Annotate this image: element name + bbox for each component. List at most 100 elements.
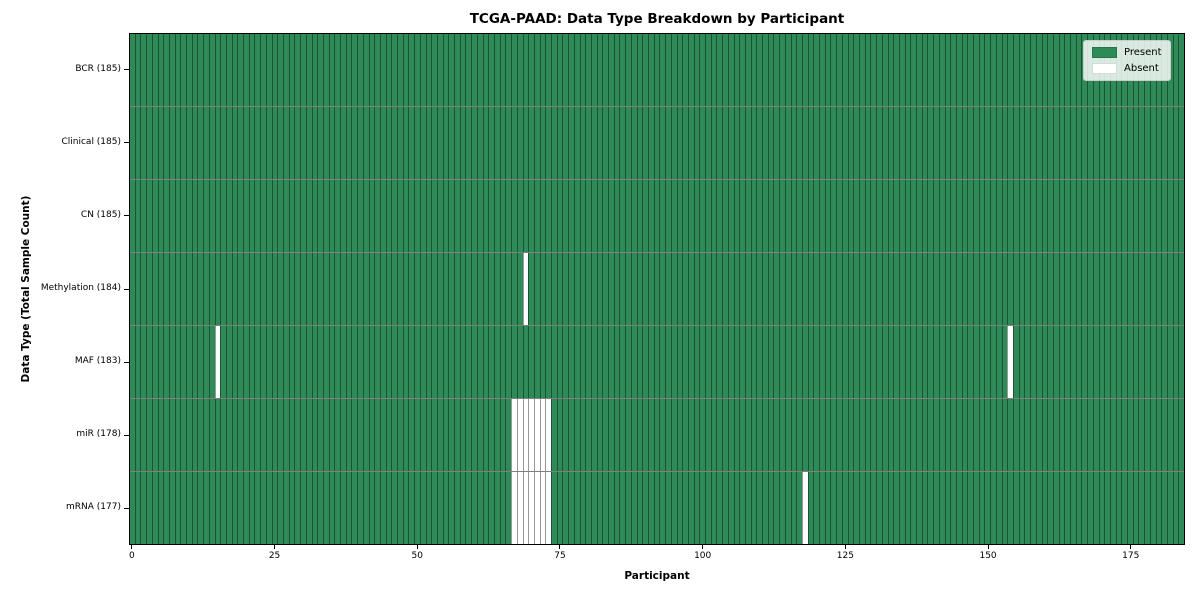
- participant-cell: [1144, 399, 1150, 471]
- participant-cell: [779, 34, 785, 106]
- participant-cell: [819, 326, 825, 398]
- participant-cell: [368, 107, 375, 179]
- participant-cell: [716, 253, 723, 325]
- participant-cell: [140, 107, 147, 179]
- participant-cell: [368, 253, 375, 325]
- participant-cell: [1104, 472, 1110, 544]
- participant-cell: [328, 326, 335, 398]
- participant-cell: [528, 472, 534, 544]
- participant-cell: [442, 399, 449, 471]
- participant-cell: [368, 180, 375, 252]
- participant-cell: [511, 180, 517, 252]
- participant-cell: [419, 180, 426, 252]
- y-tick-mark: [124, 434, 129, 436]
- participant-cell: [1161, 253, 1167, 325]
- participant-cell: [727, 253, 734, 325]
- participant-cell: [1047, 253, 1053, 325]
- participant-cell: [391, 34, 398, 106]
- participant-cell: [910, 399, 917, 471]
- participant-cell: [1012, 34, 1019, 106]
- participant-cell: [1012, 472, 1019, 544]
- participant-cell: [476, 34, 483, 106]
- participant-cell: [311, 399, 318, 471]
- participant-cell: [282, 107, 289, 179]
- participant-cell: [208, 472, 215, 544]
- participant-cell: [265, 34, 272, 106]
- heatmap-row-mRNA: [130, 472, 1185, 544]
- participant-cell: [516, 399, 523, 471]
- participant-cell: [168, 472, 175, 544]
- y-tick-mark: [124, 361, 129, 363]
- participant-cell: [819, 107, 825, 179]
- participant-cell: [625, 399, 631, 471]
- participant-cell: [1166, 180, 1173, 252]
- participant-cell: [973, 326, 979, 398]
- participant-cell: [568, 107, 574, 179]
- participant-cell: [248, 399, 255, 471]
- participant-cell: [288, 34, 295, 106]
- x-tick-label: 125: [836, 551, 854, 561]
- participant-cell: [539, 34, 546, 106]
- x-tick-mark: [702, 545, 704, 549]
- participant-cell: [1166, 107, 1173, 179]
- participant-cell: [186, 399, 192, 471]
- participant-cell: [379, 34, 386, 106]
- y-tick-label: CN (185): [80, 209, 121, 220]
- participant-cell: [465, 253, 472, 325]
- participant-cell: [471, 180, 477, 252]
- participant-cell: [214, 180, 221, 252]
- participant-cell: [1035, 34, 1042, 106]
- participant-cell: [282, 399, 289, 471]
- participant-cell: [1024, 326, 1031, 398]
- participant-cell: [870, 180, 877, 252]
- participant-cell: [859, 326, 865, 398]
- participant-cell: [756, 253, 763, 325]
- participant-cell: [533, 180, 540, 252]
- participant-cell: [1092, 253, 1099, 325]
- participant-cell: [670, 326, 677, 398]
- participant-cell: [756, 34, 763, 106]
- participant-cell: [322, 107, 329, 179]
- participant-cell: [750, 34, 757, 106]
- participant-cell: [277, 326, 283, 398]
- participant-cell: [254, 253, 261, 325]
- participant-cell: [665, 472, 671, 544]
- participant-cell: [1144, 326, 1150, 398]
- participant-cell: [784, 107, 791, 179]
- participant-cell: [1007, 107, 1013, 179]
- participant-cell: [898, 180, 905, 252]
- participant-cell: [1064, 399, 1071, 471]
- participant-cell: [134, 399, 141, 471]
- participant-cell: [488, 253, 494, 325]
- participant-cell: [305, 107, 312, 179]
- participant-cell: [853, 107, 859, 179]
- participant-cell: [140, 180, 147, 252]
- participant-cell: [1155, 472, 1162, 544]
- participant-cell: [876, 399, 882, 471]
- participant-cell: [265, 399, 272, 471]
- participant-cell: [813, 180, 820, 252]
- participant-cell: [1121, 180, 1128, 252]
- participant-cell: [973, 107, 979, 179]
- participant-cell: [1075, 326, 1082, 398]
- participant-cell: [1075, 399, 1082, 471]
- participant-cell: [277, 399, 283, 471]
- participant-cell: [471, 107, 477, 179]
- participant-cell: [345, 399, 352, 471]
- participant-cell: [351, 34, 358, 106]
- participant-cell: [722, 472, 728, 544]
- participant-cell: [596, 326, 603, 398]
- participant-cell: [590, 34, 597, 106]
- participant-cell: [425, 253, 432, 325]
- participant-cell: [682, 326, 688, 398]
- participant-cell: [562, 326, 569, 398]
- participant-cell: [722, 34, 728, 106]
- participant-cell: [357, 326, 363, 398]
- participant-cell: [1064, 180, 1071, 252]
- participant-cell: [1109, 472, 1116, 544]
- participant-cell: [442, 34, 449, 106]
- participant-cell: [214, 253, 221, 325]
- participant-cell: [625, 107, 631, 179]
- participant-cell: [1172, 180, 1179, 252]
- participant-cell: [220, 253, 226, 325]
